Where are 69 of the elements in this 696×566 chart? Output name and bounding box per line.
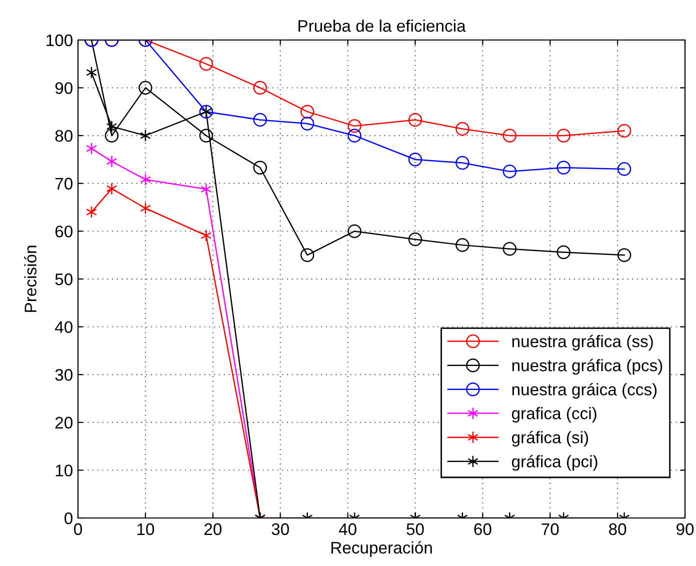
point (140, 129, 151, 142)
x-tick-label: 10 (137, 523, 154, 536)
point (456, 238, 470, 252)
y-tick-label: 70 (55, 178, 72, 190)
point (106, 120, 118, 133)
legend-label: nuestra gráfica (ss) (512, 334, 653, 351)
y-tick-label: 20 (55, 416, 72, 429)
point (300, 116, 314, 131)
legend-label: gráfica (pci) (512, 454, 598, 471)
point (86, 142, 97, 155)
chart-title: Prueba de la eficiencia (298, 20, 466, 32)
point (253, 80, 267, 95)
y-tick-label: 60 (55, 226, 72, 238)
point (617, 124, 632, 138)
y-tick-label: 80 (55, 130, 72, 142)
legend-label: nuestra gráfica (pcs) (512, 358, 662, 375)
legend-label: gráfica (si) (512, 430, 588, 447)
point (199, 128, 214, 142)
point (556, 160, 570, 174)
point (86, 206, 97, 218)
point (106, 182, 118, 195)
y-tick-label: 30 (55, 369, 72, 381)
legend-label: nuestra gráica (ccs) (512, 382, 657, 399)
x-tick-label: 90 (676, 523, 694, 536)
point (502, 242, 517, 256)
y-tick-label: 40 (54, 321, 72, 334)
point (456, 156, 470, 170)
x-tick-label: 50 (406, 523, 424, 536)
y-tick-label: 90 (55, 82, 72, 94)
point (556, 128, 570, 142)
point (502, 128, 517, 142)
point (138, 80, 152, 95)
point (300, 248, 314, 262)
point (617, 162, 632, 176)
point (104, 128, 119, 142)
x-tick-label: 20 (204, 523, 222, 536)
point (253, 160, 267, 174)
point (556, 245, 570, 260)
point (502, 164, 517, 178)
point (200, 182, 212, 196)
x-tick-label: 60 (474, 523, 492, 536)
point (140, 173, 151, 186)
point (456, 122, 470, 136)
point (140, 202, 151, 214)
x-tick-label: 0 (74, 523, 82, 536)
x-tick-label: 80 (609, 523, 626, 536)
point (300, 104, 314, 119)
x-tick-label: 30 (272, 523, 289, 536)
point (408, 152, 422, 166)
point (617, 248, 632, 262)
y-tick-label: 10 (56, 464, 72, 476)
point (253, 112, 267, 127)
legend-label: grafica (cci) (512, 407, 596, 423)
y-tick-label: 100 (46, 34, 72, 46)
y-tick-label: 0 (64, 512, 72, 524)
point (408, 112, 422, 127)
x-tick-label: 70 (542, 523, 559, 536)
point (200, 229, 212, 242)
y-tick-label: 50 (55, 273, 72, 286)
point (348, 224, 362, 238)
x-tick-label: 40 (338, 523, 356, 536)
point (106, 155, 118, 168)
point (86, 66, 97, 79)
x-axis-title: Recuperación (331, 541, 432, 557)
point (348, 128, 362, 142)
y-axis-title: Precisión (24, 246, 36, 312)
point (348, 119, 362, 133)
point (199, 57, 214, 71)
point (408, 232, 422, 246)
